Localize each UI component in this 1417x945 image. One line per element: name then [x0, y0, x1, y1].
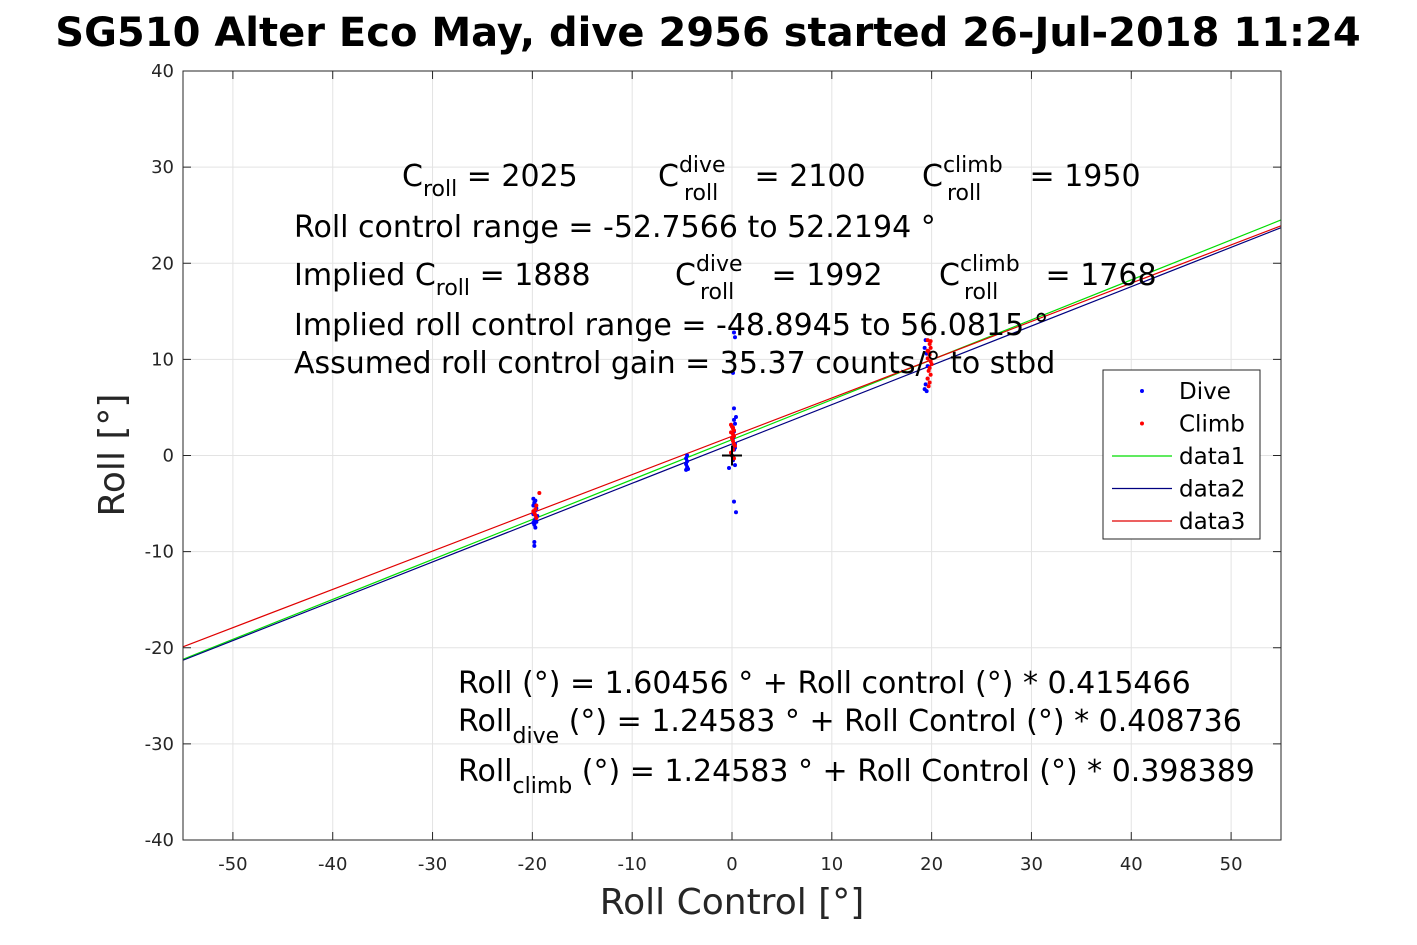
y-tick-label: -20 [145, 638, 174, 659]
x-tick-label: -20 [518, 854, 547, 875]
x-tick-label: 50 [1220, 854, 1243, 875]
legend-label-data3: data3 [1179, 509, 1245, 535]
x-tick-label: -40 [318, 854, 347, 875]
legend-label-data1: data1 [1179, 444, 1245, 470]
data-points [531, 330, 934, 548]
fit-dive-equation: Rolldive (°) = 1.24583 ° + Roll Control … [458, 704, 1242, 749]
fit-all-equation: Roll (°) = 1.60456 ° + Roll control (°) … [458, 666, 1191, 701]
chart-title: SG510 Alter Eco May, dive 2956 started 2… [55, 10, 1360, 56]
legend-swatch-dive [1140, 389, 1144, 393]
legend: Dive Climb data1 data2 data3 [1102, 369, 1261, 540]
legend-label-climb: Climb [1179, 412, 1245, 438]
c-roll-dive-annotation: Cdive roll = 2100 [658, 153, 866, 206]
y-tick-label: 40 [151, 61, 174, 82]
fit-climb-equation: Rollclimb (°) = 1.24583 ° + Roll Control… [458, 754, 1255, 799]
x-tick-label: 20 [920, 854, 943, 875]
dive-point [686, 466, 691, 471]
y-tick-label: -10 [145, 542, 174, 563]
y-tick-label: -30 [145, 734, 174, 755]
y-tick-label: 0 [163, 446, 174, 467]
dive-point [924, 389, 929, 394]
dive-point [531, 496, 536, 501]
climb-point [732, 443, 737, 448]
dive-point [732, 335, 737, 340]
climb-point [534, 503, 539, 508]
dive-point [685, 453, 690, 458]
roll-control-range: Roll control range = -52.7566 to 52.2194… [294, 210, 936, 245]
climb-point [928, 339, 933, 344]
x-tick-label: 40 [1120, 854, 1143, 875]
climb-point [927, 352, 932, 357]
climb-point [925, 348, 930, 353]
dive-point [732, 421, 737, 426]
y-tick-label: 20 [151, 253, 174, 274]
dive-point [731, 417, 736, 422]
c-roll-annotation: Croll = 2025 [402, 159, 578, 202]
dive-point [727, 465, 732, 470]
climb-point [533, 507, 538, 512]
legend-label-dive: Dive [1179, 379, 1231, 405]
dive-point [923, 382, 928, 387]
implied-c-roll-climb-annotation: Cclimb roll = 1768 [939, 252, 1157, 305]
x-tick-label: -10 [617, 854, 646, 875]
x-tick-label: 10 [820, 854, 843, 875]
dive-point [731, 330, 736, 335]
x-tick-label: 30 [1020, 854, 1043, 875]
x-tick-label: 0 [726, 854, 737, 875]
y-tick-label: 30 [151, 157, 174, 178]
legend-swatch-climb [1140, 421, 1144, 426]
axes [182, 70, 1282, 841]
dive-point [922, 345, 927, 350]
dive-point [731, 406, 736, 411]
c-roll-climb-annotation: Cclimb roll = 1950 [922, 153, 1141, 206]
assumed-roll-control-gain: Assumed roll control gain = 35.37 counts… [294, 346, 1055, 381]
climb-point [730, 425, 735, 430]
x-tick-label: -50 [218, 854, 247, 875]
dive-point [730, 370, 735, 375]
climb-point [929, 362, 934, 367]
dive-point [732, 463, 737, 468]
implied-c-roll-annotation: Implied Croll = 1888 [294, 258, 591, 301]
y-axis-label: Roll [°] [92, 394, 133, 517]
dive-point [733, 415, 738, 420]
dive-point [733, 510, 738, 515]
dive-point [532, 540, 537, 545]
implied-roll-control-range: Implied roll control range = -48.8945 to… [294, 308, 1049, 343]
climb-point [925, 356, 930, 361]
annotations: Croll = 2025 Cdive roll = 2100 Cclimb roll… [294, 153, 1255, 799]
legend-label-data2: data2 [1179, 477, 1245, 503]
climb-point [925, 376, 930, 381]
tick-labels: -50 -40 -30 -20 -10 0 10 20 30 40 50 -40 -30 -20 -10 0 1… [145, 61, 1243, 875]
dive-point [532, 543, 537, 548]
climb-point [926, 368, 931, 373]
x-axis-label: Roll Control [°] [600, 882, 865, 923]
y-tick-label: 10 [151, 349, 174, 370]
climb-point [926, 384, 931, 389]
climb-point [537, 490, 542, 495]
y-tick-label: -40 [145, 830, 174, 851]
climb-point [927, 380, 932, 385]
climb-point [928, 345, 933, 350]
implied-c-roll-dive-annotation: Cdive roll = 1992 [675, 252, 883, 305]
climb-point [928, 372, 933, 377]
legend-box [1102, 369, 1261, 540]
dive-point [731, 499, 736, 504]
x-tick-label: -30 [418, 854, 447, 875]
